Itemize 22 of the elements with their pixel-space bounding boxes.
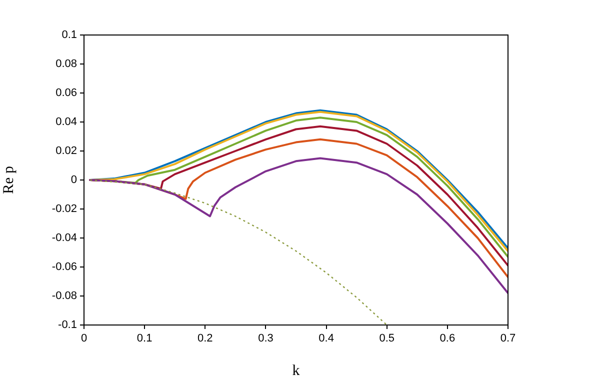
y-tick-label: -0.04 [52,232,77,244]
y-tick-label: -0.1 [58,319,77,332]
y-tick-label: 0 [70,174,77,186]
x-tick-label: 0.7 [500,332,516,345]
y-tick-label: 0.06 [56,87,77,100]
y-tick-label: 0.04 [56,116,77,128]
x-tick-label: 0 [80,332,88,345]
y-tick-label: -0.08 [52,290,77,302]
x-tick-label: 0.6 [440,332,456,345]
y-axis-title: Re p [0,166,17,194]
line-series [89,179,388,325]
x-tick-label: 0.2 [197,332,213,345]
y-tick-label: 0.08 [56,58,77,70]
x-tick-label: 0.4 [318,332,334,345]
x-tick-label: 0.1 [136,332,152,345]
x-tick-label: 0.5 [379,332,395,345]
y-tick-label: -0.06 [52,261,77,274]
y-tick-label: 0.02 [56,145,77,158]
y-tick-label: 0.1 [62,29,77,42]
x-tick-label: 0.3 [258,332,274,345]
x-axis-title: k [292,362,300,379]
y-tick-label: -0.02 [52,203,77,216]
